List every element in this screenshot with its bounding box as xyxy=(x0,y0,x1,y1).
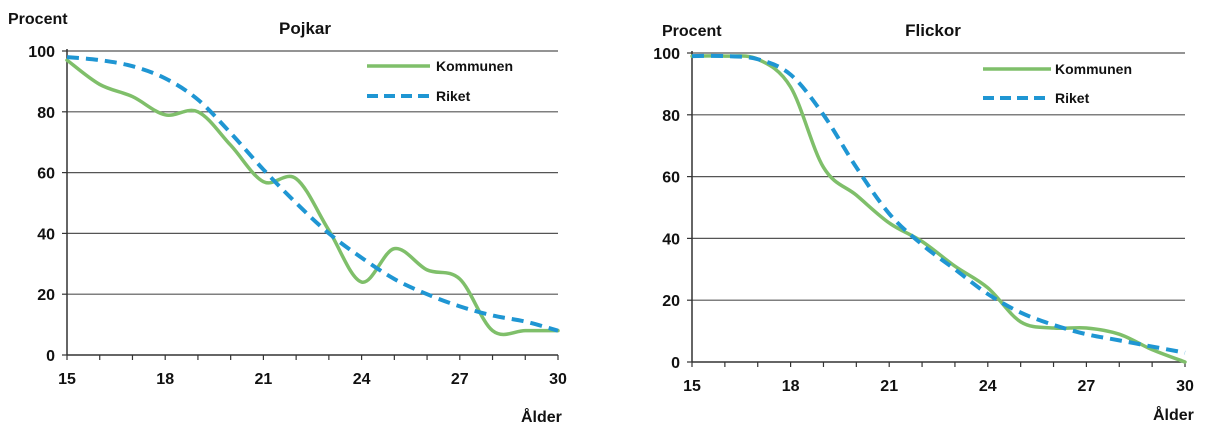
y-tick-label: 100 xyxy=(28,44,55,61)
x-tick-label: 27 xyxy=(1078,378,1096,395)
x-tick-label: 21 xyxy=(880,378,898,395)
y-tick-label: 0 xyxy=(46,348,55,365)
x-tick-label: 18 xyxy=(782,378,800,395)
x-tick-label: 21 xyxy=(255,371,273,388)
x-tick-label: 15 xyxy=(683,378,701,395)
y-axis-label: Procent xyxy=(662,23,722,40)
x-tick-label: 15 xyxy=(58,371,76,388)
plot-area xyxy=(692,53,1185,362)
series-line-riket xyxy=(691,53,1186,355)
y-tick-label: 60 xyxy=(662,170,680,187)
x-axis-label: Ålder xyxy=(521,407,562,426)
x-axis-label: Ålder xyxy=(1153,405,1194,424)
y-tick-label: 20 xyxy=(37,287,55,304)
series-line-kommunen xyxy=(65,58,560,337)
chart-title: Flickor xyxy=(905,21,961,40)
y-tick-label: 0 xyxy=(671,355,680,372)
chart-flickor: 0 20 40 60 80 100 15 18 21 24 27 30 Procent Ålder Flic… xyxy=(653,21,1194,424)
x-tick-label: 24 xyxy=(979,378,997,395)
x-tick-label: 18 xyxy=(156,371,174,388)
y-axis-label: Procent xyxy=(8,11,68,28)
x-tick-label: 27 xyxy=(451,371,469,388)
y-tick-label: 100 xyxy=(653,46,680,63)
chart-title: Pojkar xyxy=(279,19,331,38)
legend-label: Riket xyxy=(436,88,471,104)
chart-pojkar: 0 20 40 60 80 100 15 18 21 24 27 30 Procent Ålder Pojk… xyxy=(8,11,567,426)
x-tick-label: 30 xyxy=(1176,378,1194,395)
x-tick-label: 30 xyxy=(549,371,567,388)
series-line-riket xyxy=(66,55,559,333)
series-line-kommunen xyxy=(690,54,1187,364)
legend-label: Riket xyxy=(1055,90,1090,106)
y-tick-label: 40 xyxy=(37,226,55,243)
y-tick-label: 80 xyxy=(37,105,55,122)
legend-label: Kommunen xyxy=(436,58,513,74)
y-tick-label: 20 xyxy=(662,293,680,310)
y-tick-label: 40 xyxy=(662,231,680,248)
legend-label: Kommunen xyxy=(1055,61,1132,77)
x-tick-label: 24 xyxy=(353,371,371,388)
y-tick-label: 60 xyxy=(37,166,55,183)
y-tick-label: 80 xyxy=(662,108,680,125)
